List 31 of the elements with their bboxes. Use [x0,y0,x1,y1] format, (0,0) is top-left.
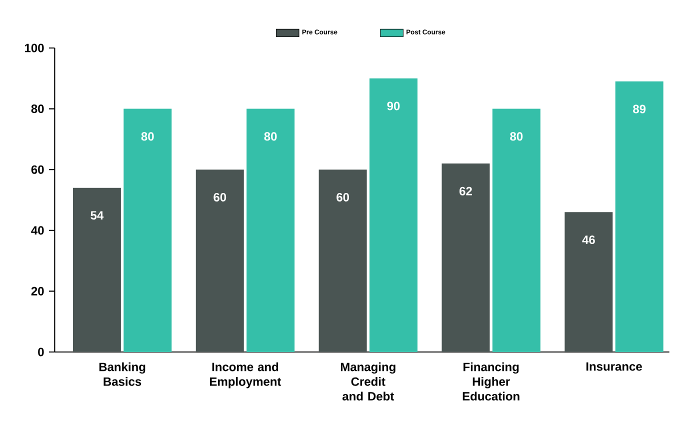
y-tick-label: 20 [31,286,44,296]
x-tick-label: Banking Basics [99,362,146,386]
bar [124,108,172,352]
data-label: 46 [582,236,595,244]
bar [615,81,664,352]
data-label: 60 [336,192,350,202]
data-label: 80 [264,132,277,141]
y-tick-label: 80 [31,104,44,114]
data-label: 89 [633,104,646,114]
bar [196,170,244,352]
data-label: 60 [214,192,226,202]
data-label: 80 [510,132,523,141]
bar [318,170,367,352]
bar [369,78,418,352]
bar [246,108,295,352]
x-tick-label: Insurance [586,362,642,371]
data-label: 80 [141,132,154,141]
y-tick-label: 40 [31,226,44,235]
data-label: 54 [90,211,104,220]
bar [442,164,490,352]
bar [492,108,540,352]
data-label: 62 [460,186,472,196]
x-tick-label: Managing Credit and Debt [340,362,396,401]
y-tick-label: 100 [25,44,44,52]
bar [72,188,121,352]
data-label: 90 [387,102,400,110]
x-tick-label: Income and Employment [210,362,282,388]
bar [564,212,613,352]
y-tick-label: 0 [38,348,44,356]
y-tick-label: 60 [31,165,44,174]
x-tick-label: Financing Higher Education [462,362,520,401]
